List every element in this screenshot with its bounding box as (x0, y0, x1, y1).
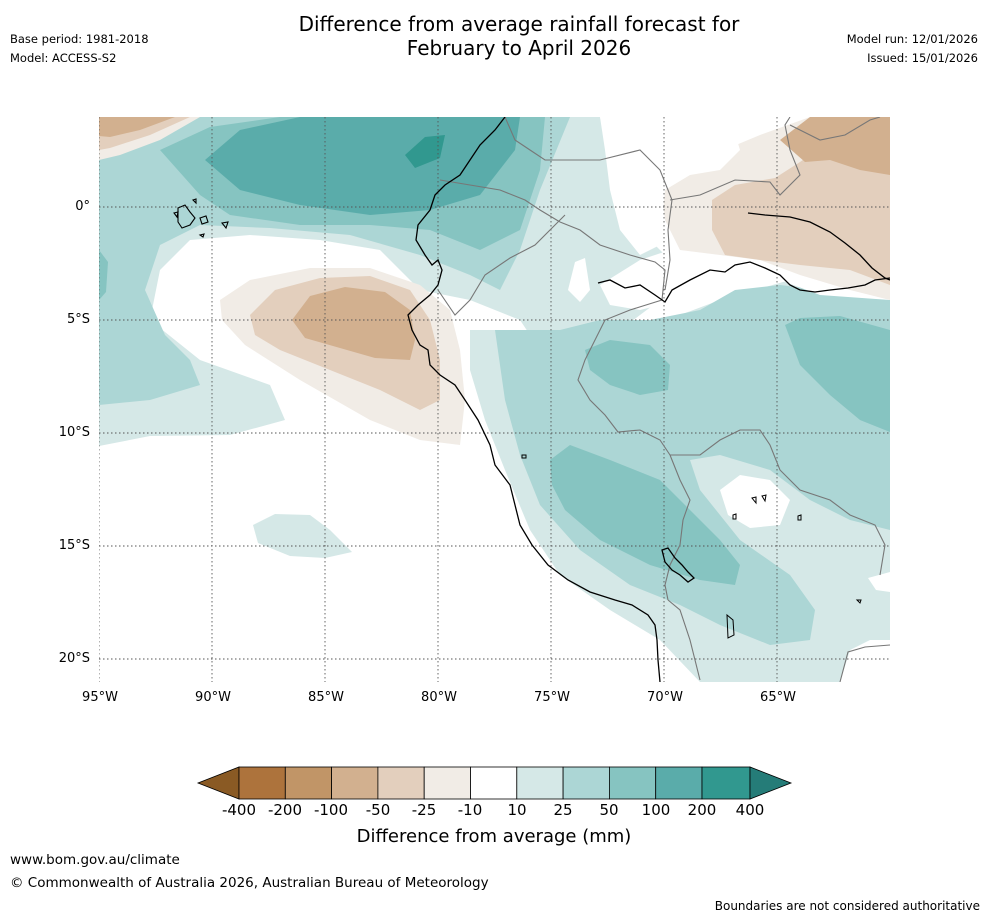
border-colombia-brazil (559, 221, 666, 301)
contour-50-100-west (99, 250, 108, 300)
contour-200-400-north (405, 135, 445, 168)
coastline-pacific-south-america (407, 117, 661, 682)
lake-4 (761, 494, 767, 503)
lon-label-95w: 95°W (82, 690, 118, 705)
colorbar-bin-1 (238, 766, 286, 800)
contour-50-100-central (550, 445, 740, 585)
colorbar-tick: -100 (313, 801, 349, 819)
island-floreana (198, 233, 205, 238)
border-venezuela-brazil (669, 117, 801, 201)
island-san-cristobal (220, 221, 229, 230)
border-ecuador-peru (437, 214, 566, 316)
contour-10-25-southwest (253, 514, 352, 558)
contour-25-50-southeast (495, 285, 890, 645)
galapagos-islands (173, 198, 229, 238)
border-peru-bolivia (664, 454, 691, 601)
lat-label-5s: 5°S (66, 312, 90, 327)
title-line-1: Difference from average rainfall forecas… (298, 12, 740, 36)
contour-50-100-mid (585, 340, 670, 395)
colorbar-bin-9 (609, 766, 657, 800)
model-run: Model run: 12/01/2026 (846, 32, 978, 46)
colorbar-bin-7 (516, 766, 564, 800)
lake-titicaca (661, 547, 696, 583)
border-colombia-venezuela (504, 117, 673, 291)
lon-label-80w: 80°W (421, 690, 457, 705)
colorbar-tick: -400 (221, 801, 257, 819)
colorbar-title: Difference from average (mm) (356, 826, 632, 847)
island-santa-cruz (199, 215, 209, 225)
lon-label-85w: 85°W (308, 690, 344, 705)
colorbar-tick: -200 (267, 801, 303, 819)
colorbar-tick: 10 (507, 801, 527, 819)
border-guyana (789, 117, 881, 141)
contour-neutral-far-east (868, 572, 890, 592)
coastline-caribbean (597, 261, 890, 303)
colorbar-tick: -10 (457, 801, 483, 819)
lat-label-10s: 10°S (58, 425, 90, 440)
colorbar-tick: 400 (735, 801, 765, 819)
colorbar-bin-6 (470, 766, 518, 800)
colorbar-tick: -50 (365, 801, 391, 819)
lat-label-0: 0° (75, 199, 90, 214)
colorbar-bin-3 (331, 766, 379, 800)
colorbar-bin-11 (701, 766, 751, 800)
title-line-2: February to April 2026 (406, 36, 632, 60)
colorbar-bin-8 (562, 766, 610, 800)
lake-2 (732, 513, 737, 520)
lake-7 (855, 599, 862, 604)
colorbar-extend-high (749, 766, 793, 800)
colorbar-extend-low (196, 766, 240, 800)
island-isabela (177, 204, 196, 229)
lake-1 (521, 454, 527, 459)
base-period: Base period: 1981-2018 (10, 32, 149, 46)
website-link[interactable]: www.bom.gov.au/climate (10, 852, 180, 868)
contour-neutral-amazon (600, 240, 890, 310)
coastlines (407, 117, 890, 682)
lake-6 (726, 613, 735, 639)
lake-3 (751, 496, 757, 505)
border-bolivia-brazil (670, 429, 886, 576)
contour-neg50-northwest (99, 117, 175, 137)
contour-neutral-amazon-west (568, 258, 590, 302)
lon-label-70w: 70°W (647, 690, 683, 705)
colorbar (196, 766, 793, 800)
coastline-orinoco (747, 212, 890, 281)
country-borders (437, 117, 890, 682)
colorbar-bin-5 (423, 766, 471, 800)
rainfall-map (99, 117, 890, 682)
boundaries-disclaimer: Boundaries are not considered authoritat… (714, 899, 980, 913)
model-name: Model: ACCESS-S2 (10, 51, 117, 65)
contour-neg50-neg100-peru (292, 287, 415, 360)
border-peru-brazil (577, 299, 671, 456)
map-title: Difference from average rainfall forecas… (0, 12, 988, 60)
lake-5 (797, 514, 802, 521)
lat-label-15s: 15°S (58, 538, 90, 553)
inland-lakes (521, 454, 862, 639)
lon-label-75w: 75°W (534, 690, 570, 705)
colorbar-tick: 200 (687, 801, 717, 819)
lon-label-65w: 65°W (760, 690, 796, 705)
contour-50-100-east (785, 316, 890, 432)
colorbar-bin-10 (655, 766, 703, 800)
lat-label-20s: 20°S (58, 651, 90, 666)
lon-label-90w: 90°W (195, 690, 231, 705)
contour-neg50-northeast (780, 117, 890, 175)
island-santiago (191, 198, 197, 205)
copyright-text: © Commonwealth of Australia 2026, Austra… (10, 875, 489, 891)
border-bolivia-south (667, 599, 701, 681)
border-colombia-ecuador (439, 179, 561, 223)
island-fernandina (173, 211, 179, 219)
colorbar-tick: 50 (599, 801, 619, 819)
border-bolivia-paraguay (839, 644, 890, 682)
colorbar-tick: -25 (411, 801, 437, 819)
issued-date: Issued: 15/01/2026 (867, 51, 978, 65)
colorbar-bin-2 (284, 766, 332, 800)
colorbar-bin-4 (377, 766, 425, 800)
colorbar-tick: 25 (553, 801, 573, 819)
colorbar-tick: 100 (641, 801, 671, 819)
